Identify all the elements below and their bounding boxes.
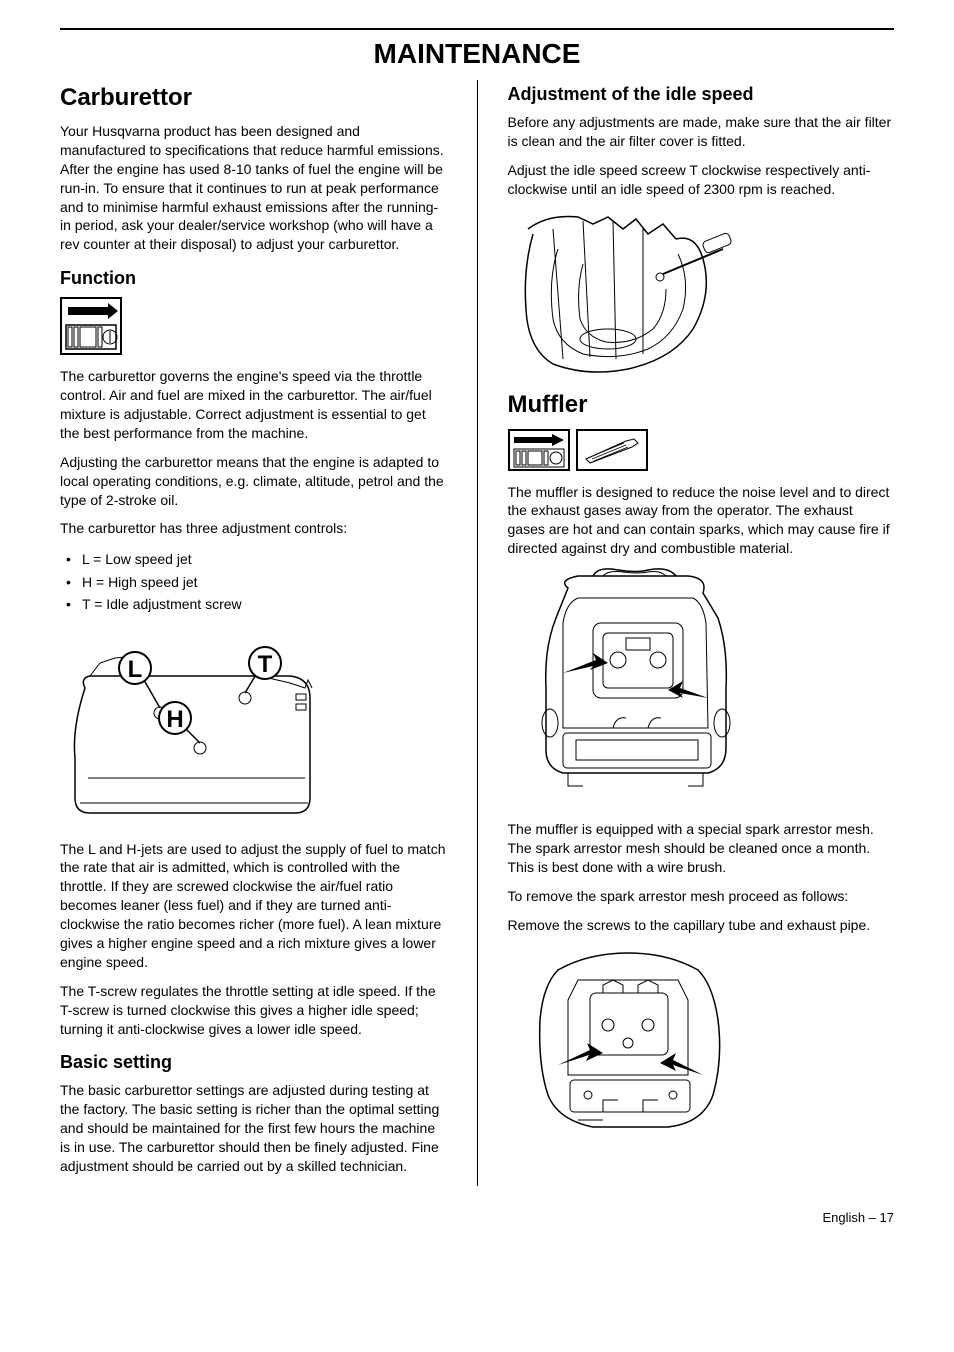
function-icon [60, 297, 447, 355]
page-footer: English – 17 [60, 1210, 894, 1225]
muffler-p1: The muffler is designed to reduce the no… [508, 483, 895, 559]
basic-setting-p: The basic carburettor settings are adjus… [60, 1081, 447, 1175]
lht-diagram: L H T [60, 628, 447, 828]
list-item: H = High speed jet [60, 571, 447, 593]
muffler-p4: Remove the screws to the capillary tube … [508, 916, 895, 935]
svg-text:H: H [166, 706, 183, 733]
carburettor-intro: Your Husqvarna product has been designed… [60, 122, 447, 254]
muffler-diagram-2 [508, 945, 895, 1140]
carburettor-heading: Carburettor [60, 84, 447, 112]
right-column: Adjustment of the idle speed Before any … [508, 80, 895, 1186]
muffler-p2: The muffler is equipped with a special s… [508, 820, 895, 877]
svg-text:L: L [128, 656, 143, 683]
adjustment-list: L = Low speed jet H = High speed jet T =… [60, 548, 447, 615]
muffler-diagram-1 [508, 568, 895, 808]
page-title: MAINTENANCE [60, 38, 894, 70]
idle-diagram [508, 209, 895, 379]
basic-setting-heading: Basic setting [60, 1052, 447, 1073]
function-p4: The L and H-jets are used to adjust the … [60, 840, 447, 972]
function-p1: The carburettor governs the engine's spe… [60, 367, 447, 443]
column-divider [477, 80, 478, 1186]
function-heading: Function [60, 268, 447, 289]
function-p2: Adjusting the carburettor means that the… [60, 453, 447, 510]
function-p3: The carburettor has three adjustment con… [60, 519, 447, 538]
muffler-p3: To remove the spark arrestor mesh procee… [508, 887, 895, 906]
left-column: Carburettor Your Husqvarna product has b… [60, 80, 447, 1186]
list-item: T = Idle adjustment screw [60, 593, 447, 615]
muffler-heading: Muffler [508, 391, 895, 419]
list-item: L = Low speed jet [60, 548, 447, 570]
svg-text:T: T [258, 651, 273, 678]
idle-heading: Adjustment of the idle speed [508, 84, 895, 105]
idle-p2: Adjust the idle speed screew T clockwise… [508, 161, 895, 199]
idle-p1: Before any adjustments are made, make su… [508, 113, 895, 151]
muffler-icon-row [508, 429, 895, 471]
function-p5: The T-screw regulates the throttle setti… [60, 982, 447, 1039]
